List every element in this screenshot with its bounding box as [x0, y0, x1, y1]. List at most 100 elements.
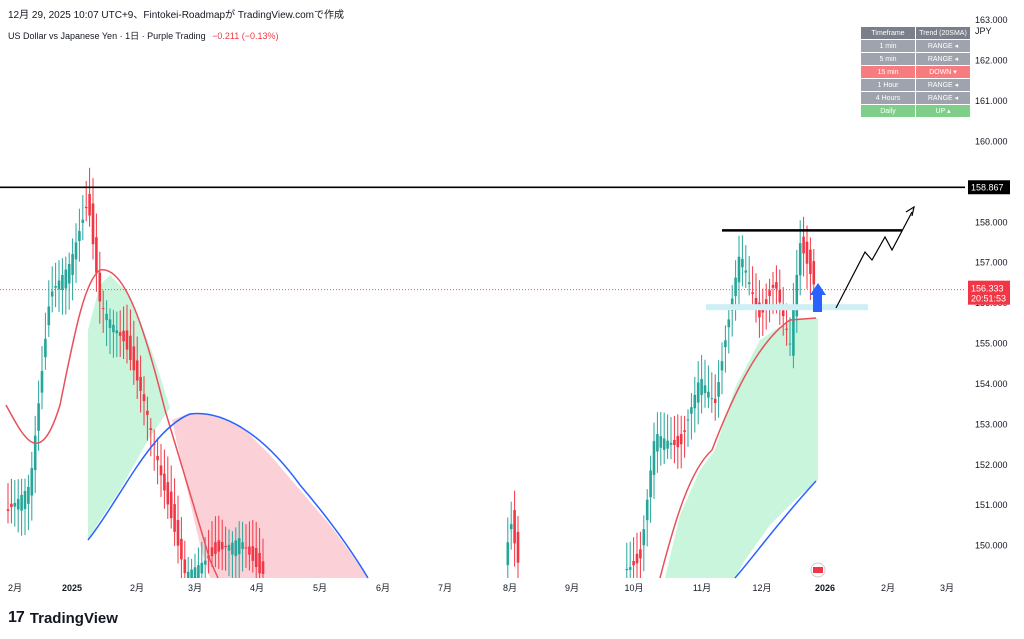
flag-icon-stripe: [813, 567, 823, 573]
candle-body-64: [224, 545, 227, 548]
candle-body-3: [16, 498, 20, 510]
candle-body-24: [88, 194, 91, 216]
candle-body-38: [135, 360, 139, 381]
trend-tf: 1 min: [861, 40, 915, 52]
candle-body-102: [700, 378, 703, 395]
candle-body-131: [798, 243, 802, 276]
candle-body-113: [737, 256, 741, 283]
candle-body-125: [778, 289, 782, 303]
ma-fast-line-1: [5, 269, 219, 579]
x-tick-label-9: 9月: [565, 583, 579, 593]
candle-body-72: [251, 546, 255, 561]
trend-tf: 5 min: [861, 53, 915, 65]
candle-body-67: [234, 540, 238, 557]
trend-value: RANGE ◂: [916, 40, 970, 52]
candle-body-33: [118, 332, 122, 336]
candle-body-15: [57, 280, 61, 290]
candle-body-34: [122, 330, 125, 342]
candle-body-23: [84, 206, 88, 209]
candle-body-70: [244, 547, 248, 549]
candle-body-4: [20, 494, 23, 511]
candle-body-40: [142, 394, 146, 402]
candles-group: [6, 167, 816, 578]
candle-body-77: [509, 524, 513, 530]
candle-body-135: [812, 261, 816, 285]
candle-body-107: [717, 382, 720, 397]
candle-body-101: [696, 382, 700, 403]
candle-body-31: [112, 324, 115, 333]
x-tick-label-11: 11月: [693, 583, 711, 593]
candle-body-54: [190, 569, 193, 578]
x-tick-label-3: 3月: [188, 583, 202, 593]
candle-body-120: [761, 307, 765, 313]
candle-body-14: [54, 286, 57, 288]
candle-body-19: [71, 253, 74, 276]
candle-body-118: [754, 297, 758, 306]
x-tick-label-8: 8月: [503, 583, 517, 593]
candle-body-121: [764, 299, 768, 305]
candle-body-73: [254, 547, 258, 568]
trend-row: 15 min DOWN ▾: [861, 66, 970, 78]
candle-body-13: [50, 291, 54, 297]
candle-body-108: [720, 361, 724, 371]
trend-row: 4 Hours RANGE ◂: [861, 92, 970, 104]
candle-body-44: [156, 456, 159, 461]
y-tick-label-2: 161.000: [975, 96, 1008, 106]
candle-body-80: [625, 568, 629, 571]
candle-body-132: [802, 236, 805, 254]
symbol-title[interactable]: US Dollar vs Japanese Yen · 1日 · Purple …: [8, 31, 206, 41]
col-timeframe: Timeframe: [861, 27, 915, 39]
candle-body-11: [44, 338, 47, 358]
candle-body-117: [751, 292, 754, 294]
candle-body-63: [220, 541, 224, 550]
y-tick-label-4: 158.000: [975, 217, 1008, 227]
y-tick-label-5: 157.000: [975, 258, 1008, 268]
last-price-label-bg: [968, 280, 1010, 305]
tradingview-logo[interactable]: 17 TradingView: [8, 609, 118, 627]
candle-body-43: [152, 443, 156, 446]
publish-line: 12月 29, 2025 10:07 UTC+9、Fintokei-Roadma…: [8, 10, 344, 21]
candle-body-12: [47, 306, 51, 326]
trend-value: DOWN ▾: [916, 66, 970, 78]
candle-body-123: [771, 284, 775, 288]
candle-body-56: [197, 565, 200, 578]
y-tick-label-7: 155.000: [975, 339, 1008, 349]
trend-row: 5 min RANGE ◂: [861, 53, 970, 65]
candle-body-7: [30, 467, 34, 496]
candle-body-37: [132, 346, 136, 371]
ma-slow-line-2: [734, 480, 817, 579]
candle-body-27: [98, 272, 102, 302]
ma-fast-line-2: [659, 317, 817, 579]
col-trend: Trend (20SMA): [916, 27, 970, 39]
candle-body-65: [227, 544, 231, 551]
trend-value: RANGE ◂: [916, 53, 970, 65]
x-tick-label-12: 12月: [752, 583, 771, 593]
candle-body-79: [516, 531, 520, 563]
price-chart[interactable]: 163.000 162.000 161.000 160.000 158.000 157.0…: [0, 0, 1024, 600]
candle-body-52: [183, 559, 187, 574]
candle-body-9: [37, 403, 40, 431]
candle-body-86: [645, 499, 649, 521]
candle-body-133: [805, 241, 809, 264]
fill-bear-region: [172, 413, 368, 578]
candle-body-60: [210, 547, 214, 557]
candle-body-2: [13, 502, 17, 507]
candle-body-6: [27, 486, 30, 504]
ma-slow-line-1: [87, 412, 369, 579]
candle-body-90: [659, 436, 663, 448]
candle-body-78: [513, 510, 516, 544]
fill-bull-region-2: [665, 318, 818, 578]
candle-body-21: [78, 231, 81, 241]
y-tick-label-12: 150.000: [975, 541, 1008, 551]
candle-body-96: [679, 434, 683, 445]
candle-body-74: [258, 552, 261, 574]
candle-body-62: [217, 540, 221, 552]
candle-body-10: [40, 371, 44, 393]
candle-body-29: [105, 313, 108, 321]
candle-body-53: [186, 571, 190, 578]
candle-body-94: [673, 440, 676, 446]
last-price-label: 156.333: [971, 284, 1004, 294]
candle-body-112: [734, 277, 737, 297]
x-tick-label-1: 2025: [62, 583, 82, 593]
candle-body-95: [676, 435, 680, 448]
